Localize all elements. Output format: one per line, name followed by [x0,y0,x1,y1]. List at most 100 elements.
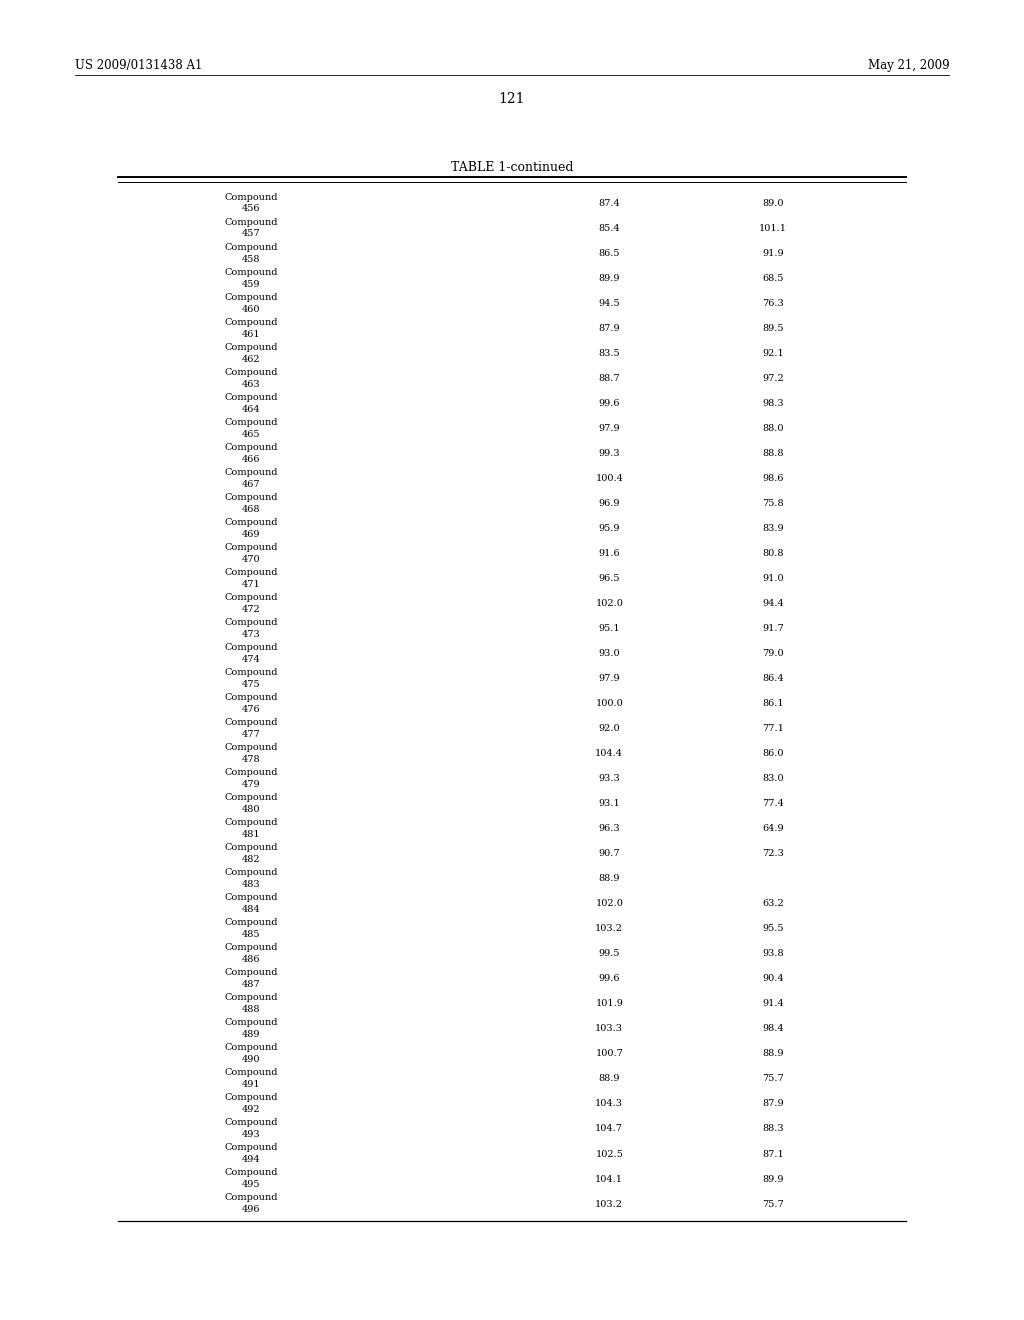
Text: 121: 121 [499,92,525,107]
Text: 483: 483 [242,880,260,888]
Text: 463: 463 [242,380,260,388]
Text: 104.7: 104.7 [595,1125,624,1134]
Text: 72.3: 72.3 [762,849,784,858]
Text: 461: 461 [242,330,260,338]
Text: 480: 480 [242,805,260,814]
Text: 97.9: 97.9 [598,424,621,433]
Text: Compound: Compound [224,743,278,752]
Text: 86.5: 86.5 [599,249,620,257]
Text: 468: 468 [242,504,260,513]
Text: Compound: Compound [224,718,278,727]
Text: 482: 482 [242,855,260,863]
Text: 496: 496 [242,1205,260,1214]
Text: 83.9: 83.9 [762,524,784,533]
Text: 63.2: 63.2 [762,899,784,908]
Text: 75.8: 75.8 [762,499,784,508]
Text: Compound: Compound [224,318,278,327]
Text: Compound: Compound [224,193,278,202]
Text: 98.4: 98.4 [762,1024,784,1034]
Text: Compound: Compound [224,543,278,552]
Text: 90.4: 90.4 [762,974,784,983]
Text: 486: 486 [242,954,260,964]
Text: 79.0: 79.0 [762,649,784,659]
Text: 87.9: 87.9 [762,1100,784,1109]
Text: 97.2: 97.2 [762,374,784,383]
Text: 95.1: 95.1 [598,624,621,634]
Text: 457: 457 [242,230,260,239]
Text: 89.5: 89.5 [763,323,783,333]
Text: 103.2: 103.2 [595,1200,624,1209]
Text: Compound: Compound [224,1168,278,1177]
Text: Compound: Compound [224,243,278,252]
Text: Compound: Compound [224,444,278,451]
Text: 104.3: 104.3 [595,1100,624,1109]
Text: 488: 488 [242,1005,260,1014]
Text: 102.0: 102.0 [595,599,624,609]
Text: 490: 490 [242,1055,260,1064]
Text: 100.4: 100.4 [595,474,624,483]
Text: 460: 460 [242,305,260,314]
Text: Compound: Compound [224,1193,278,1203]
Text: 479: 479 [242,780,260,789]
Text: Compound: Compound [224,268,278,277]
Text: 89.9: 89.9 [599,275,620,282]
Text: 99.6: 99.6 [599,974,620,983]
Text: Compound: Compound [224,1068,278,1077]
Text: Compound: Compound [224,1043,278,1052]
Text: TABLE 1-continued: TABLE 1-continued [451,161,573,174]
Text: 96.3: 96.3 [598,824,621,833]
Text: 91.7: 91.7 [762,624,784,634]
Text: 80.8: 80.8 [763,549,783,558]
Text: 92.0: 92.0 [598,725,621,734]
Text: 487: 487 [242,979,260,989]
Text: 85.4: 85.4 [598,224,621,234]
Text: 470: 470 [242,554,260,564]
Text: 462: 462 [242,355,260,363]
Text: 477: 477 [242,730,260,739]
Text: 87.1: 87.1 [762,1150,784,1159]
Text: 95.9: 95.9 [599,524,620,533]
Text: 90.7: 90.7 [598,849,621,858]
Text: Compound: Compound [224,942,278,952]
Text: Compound: Compound [224,968,278,977]
Text: Compound: Compound [224,593,278,602]
Text: 89.9: 89.9 [763,1175,783,1184]
Text: 458: 458 [242,255,260,264]
Text: 93.0: 93.0 [598,649,621,659]
Text: Compound: Compound [224,393,278,401]
Text: 99.5: 99.5 [599,949,620,958]
Text: 93.1: 93.1 [598,800,621,808]
Text: 465: 465 [242,429,260,438]
Text: Compound: Compound [224,568,278,577]
Text: 91.9: 91.9 [762,249,784,257]
Text: 471: 471 [242,579,260,589]
Text: 88.8: 88.8 [763,449,783,458]
Text: 86.1: 86.1 [762,700,784,709]
Text: Compound: Compound [224,919,278,927]
Text: Compound: Compound [224,843,278,853]
Text: 100.7: 100.7 [595,1049,624,1059]
Text: 99.6: 99.6 [599,399,620,408]
Text: Compound: Compound [224,1018,278,1027]
Text: Compound: Compound [224,418,278,426]
Text: 88.9: 88.9 [599,1074,620,1084]
Text: 68.5: 68.5 [763,275,783,282]
Text: 98.6: 98.6 [763,474,783,483]
Text: 100.0: 100.0 [595,700,624,709]
Text: Compound: Compound [224,693,278,702]
Text: 83.5: 83.5 [598,348,621,358]
Text: 94.5: 94.5 [598,300,621,308]
Text: 476: 476 [242,705,260,714]
Text: 99.3: 99.3 [598,449,621,458]
Text: 91.4: 91.4 [762,999,784,1008]
Text: 102.5: 102.5 [595,1150,624,1159]
Text: Compound: Compound [224,492,278,502]
Text: 92.1: 92.1 [762,348,784,358]
Text: Compound: Compound [224,618,278,627]
Text: 456: 456 [242,205,260,214]
Text: 86.0: 86.0 [763,750,783,758]
Text: 88.7: 88.7 [598,374,621,383]
Text: 87.4: 87.4 [598,199,621,209]
Text: Compound: Compound [224,517,278,527]
Text: 494: 494 [242,1155,260,1164]
